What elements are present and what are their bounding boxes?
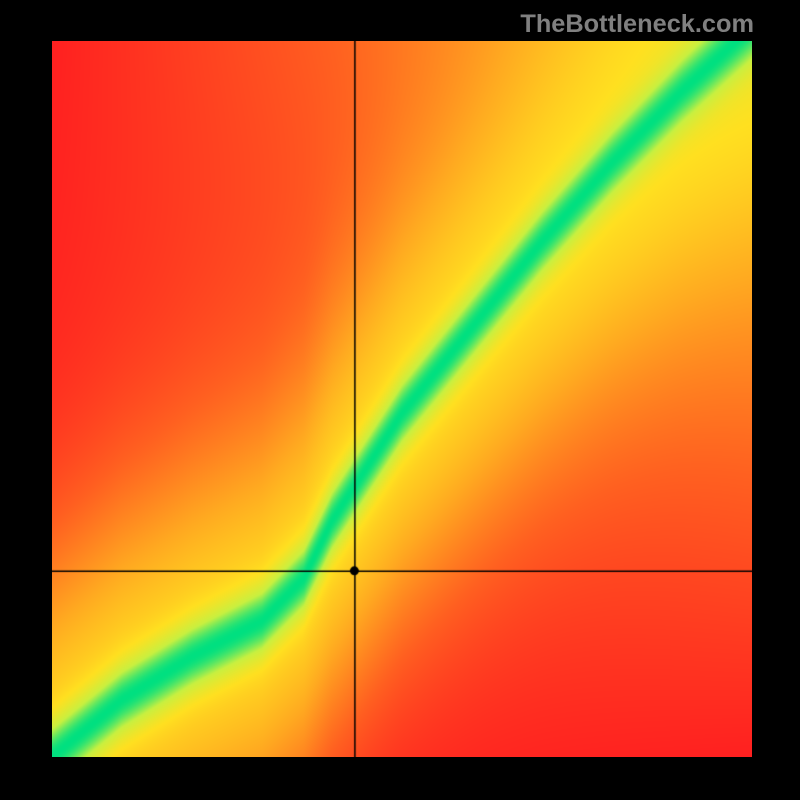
figure-frame: TheBottleneck.com <box>0 0 800 800</box>
watermark-text: TheBottleneck.com <box>520 10 754 39</box>
heatmap-plot <box>52 41 752 757</box>
